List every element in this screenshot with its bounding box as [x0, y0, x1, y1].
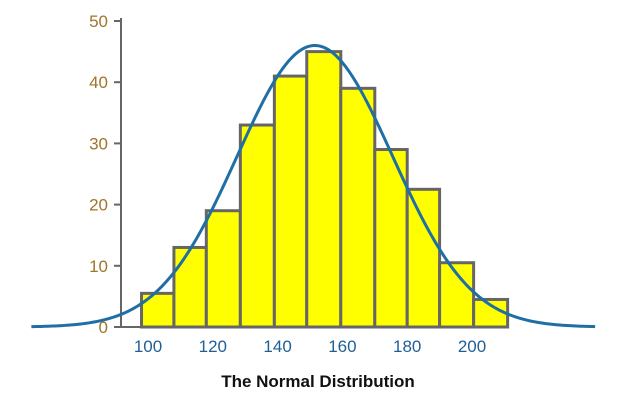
x-tick-label-160: 160 — [328, 337, 356, 356]
y-tick-label-0: 0 — [99, 318, 108, 337]
axes-layer — [114, 18, 503, 328]
x-tick-label-200: 200 — [458, 337, 486, 356]
x-tick-label-180: 180 — [393, 337, 421, 356]
histogram-bar-9 — [405, 187, 442, 329]
histogram-bar-6 — [305, 50, 343, 329]
y-tick-label-40: 40 — [89, 73, 108, 92]
histogram-bar-5 — [272, 74, 309, 329]
y-tick-label-10: 10 — [89, 257, 108, 276]
histogram-bar-3 — [204, 209, 242, 329]
x-tick-label-100: 100 — [134, 337, 162, 356]
histogram-bar-4 — [238, 123, 276, 329]
curve-layer — [31, 43, 596, 329]
y-tick-label-30: 30 — [89, 134, 108, 153]
histogram-bar-7 — [339, 86, 377, 329]
x-tick-label-120: 120 — [199, 337, 227, 356]
bars-layer — [140, 50, 510, 329]
labels-layer: 0 10 20 30 40 50 100 120 140 160 180 200 — [89, 12, 486, 356]
y-tick-label-50: 50 — [89, 12, 108, 31]
y-tick-label-20: 20 — [89, 196, 108, 215]
histogram-bar-2 — [172, 245, 208, 329]
chart-title: The Normal Distribution — [221, 372, 415, 391]
normal-curve — [31, 43, 596, 329]
x-tick-label-140: 140 — [263, 337, 291, 356]
